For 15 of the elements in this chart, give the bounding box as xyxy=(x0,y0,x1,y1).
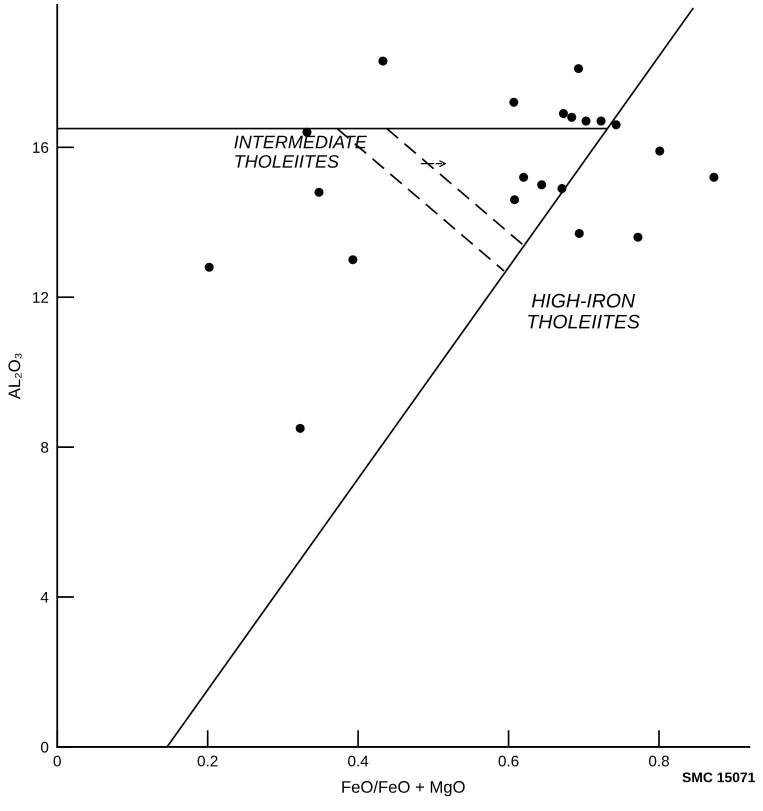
y-tick-label: 16 xyxy=(33,142,48,153)
x-tick-label: 0.2 xyxy=(198,756,218,766)
x-tick-label: 0 xyxy=(54,756,61,766)
annotation: INTERMEDIATE THOLEIITES xyxy=(234,136,367,168)
y-tick-label: 0 xyxy=(40,742,48,753)
x-tick-label: 0.8 xyxy=(648,756,669,766)
x-tick-label: 0.6 xyxy=(498,756,519,766)
y-axis-title: AL₂O₃ xyxy=(8,354,22,400)
text: SMC 15071 xyxy=(682,772,755,782)
annotation: HIGH-IRON THOLEIITES xyxy=(528,294,640,329)
y-tick-label: 8 xyxy=(41,442,48,453)
x-tick-label: 0.4 xyxy=(348,756,368,766)
y-tick-label: 12 xyxy=(33,292,48,303)
x-axis-title: FeO/FeO + MgO xyxy=(342,780,465,796)
y-tick-label: 4 xyxy=(40,592,48,603)
